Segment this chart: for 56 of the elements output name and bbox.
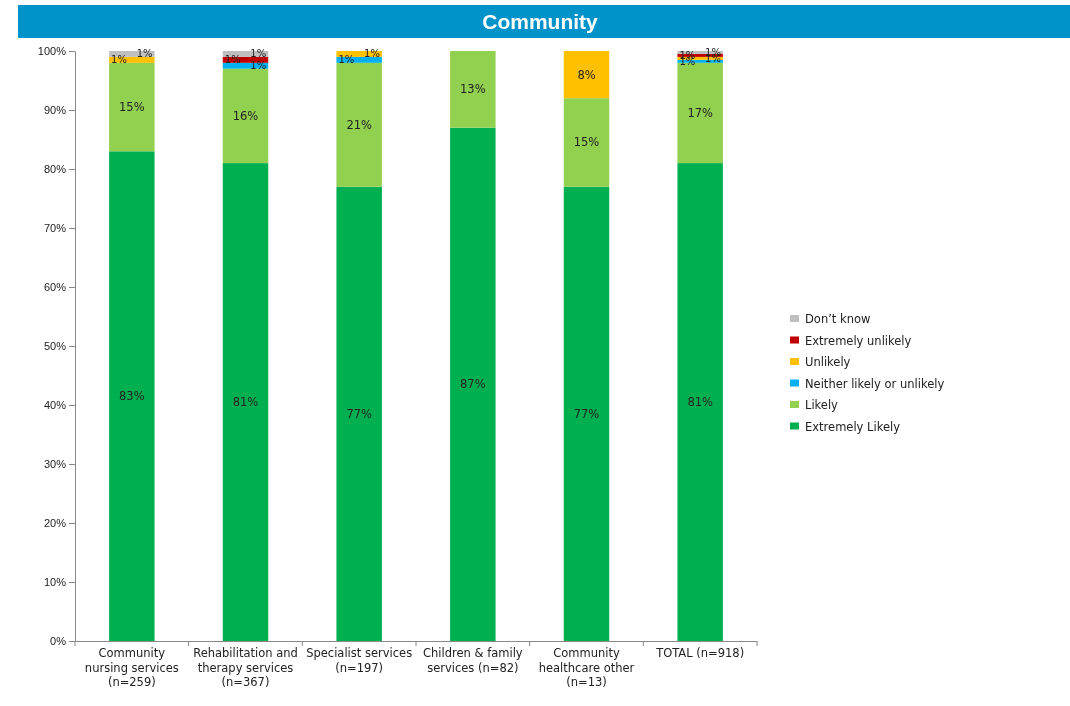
x-tick-label: Rehabilitation and therapy services (n=367) [193,646,298,689]
x-tick-label: Community nursing services (n=259) [84,646,179,689]
legend-label: Extremely unlikely [805,333,912,348]
bar [450,51,496,128]
data-label: 81% [687,395,714,410]
y-tick-label: 60% [43,281,67,294]
data-label: 1% [338,54,355,66]
data-label: 1% [224,54,241,66]
data-label: 17% [687,105,714,120]
x-tick-label: Children & family services (n=82) [423,646,523,675]
x-tick-label: TOTAL (n=918) [655,646,745,660]
legend-label: Likely [805,398,839,412]
data-label: 83% [119,389,145,404]
data-label: 16% [232,108,259,123]
y-tick-label: 40% [43,399,67,412]
bar [450,127,496,641]
bar [336,186,382,641]
bar [222,68,269,164]
bar [563,98,610,187]
bar [563,51,610,99]
data-label: 1% [250,60,267,72]
data-label: 77% [346,406,373,421]
y-tick-label: 30% [43,458,67,471]
data-label: 13% [460,82,486,97]
y-tick-label: 50% [43,340,67,353]
data-label: 15% [119,100,145,115]
y-tick-label: 80% [43,163,67,176]
y-tick-label: 100% [37,45,67,58]
y-tick-label: 70% [43,222,67,235]
data-label: 1% [364,48,380,60]
bar [222,163,269,641]
data-label: 15% [573,135,600,150]
data-label: 1% [250,48,267,60]
bar [109,151,155,641]
data-label: 1% [136,48,153,60]
data-label: 87% [460,377,486,392]
y-tick-label: 20% [43,517,67,530]
bar [563,186,610,641]
chart-title: Community [482,10,599,33]
y-tick-label: 0% [50,635,67,648]
legend-label: Extremely Likely [805,419,901,434]
data-label: 81% [232,395,259,410]
y-tick-label: 10% [43,576,67,589]
x-tick-label: Specialist services (n=197) [306,646,413,675]
y-tick-label: 90% [43,104,67,117]
bar [336,62,382,187]
data-label: 8% [577,67,596,82]
bar [109,62,155,152]
data-label: 21% [346,117,373,132]
data-label: 1% [111,54,127,66]
legend-label: Unlikely [805,355,851,369]
legend-label: Don’t know [805,312,871,326]
data-label: 77% [573,406,600,421]
bar [677,163,723,641]
legend-label: Neither likely or unlikely [805,376,945,391]
x-tick-label: Community healthcare other (n=13) [538,646,635,689]
